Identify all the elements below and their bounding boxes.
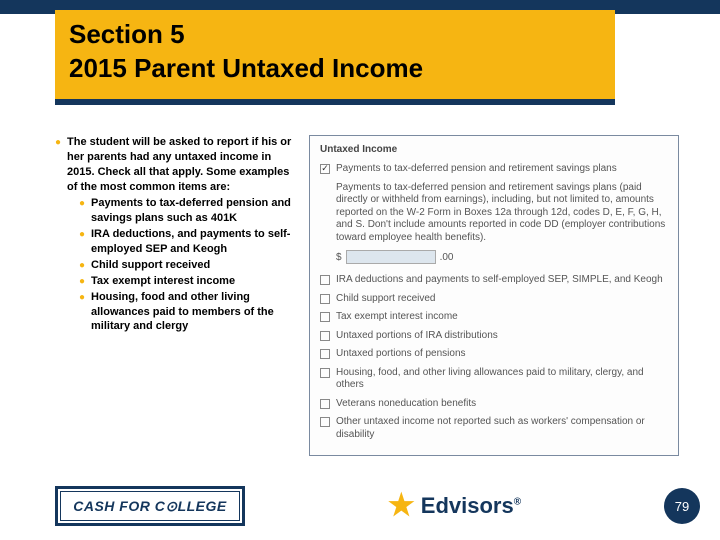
- check-label: Payments to tax-deferred pension and ret…: [336, 182, 668, 245]
- intro-text: The student will be asked to report if h…: [67, 135, 295, 194]
- form-check-row: Payments to tax-deferred pension and ret…: [320, 182, 668, 245]
- intro-bullet: ● The student will be asked to report if…: [55, 135, 295, 194]
- sub-bullet-list: ● Payments to tax-deferred pension and s…: [79, 196, 295, 334]
- form-check-row: Veterans noneducation benefits: [320, 398, 668, 411]
- amount-row: $ .00: [336, 250, 668, 264]
- form-check-row: ✓ Payments to tax-deferred pension and r…: [320, 163, 668, 176]
- form-check-row: Housing, food, and other living allowanc…: [320, 367, 668, 392]
- star-icon: ★: [388, 491, 415, 521]
- list-item: ● Child support received: [79, 258, 295, 273]
- checkbox-icon[interactable]: [320, 368, 330, 378]
- form-check-row: Child support received: [320, 293, 668, 306]
- bullet-icon: ●: [79, 290, 91, 335]
- form-check-row: Tax exempt interest income: [320, 311, 668, 324]
- left-column: ● The student will be asked to report if…: [55, 135, 295, 456]
- title-line-1: Section 5: [69, 18, 601, 52]
- form-title: Untaxed Income: [320, 144, 668, 155]
- list-item: ● Payments to tax-deferred pension and s…: [79, 196, 295, 226]
- checkbox-icon[interactable]: [320, 331, 330, 341]
- check-label: Untaxed portions of pensions: [336, 348, 466, 361]
- form-screenshot: Untaxed Income ✓ Payments to tax-deferre…: [309, 135, 679, 456]
- checkbox-icon[interactable]: [320, 399, 330, 409]
- dollar-sign: $: [336, 252, 342, 263]
- edvisors-logo: ★ Edvisors®: [388, 491, 521, 521]
- cash-badge-text: CASH FOR C⊙LLEGE: [73, 498, 227, 515]
- form-check-row: IRA deductions and payments to self-empl…: [320, 274, 668, 287]
- check-label: IRA deductions and payments to self-empl…: [336, 274, 663, 287]
- check-label: Housing, food, and other living allowanc…: [336, 367, 668, 392]
- check-label: Tax exempt interest income: [336, 311, 458, 324]
- edvisors-text: Edvisors: [421, 493, 514, 518]
- cash-for-college-logo: CASH FOR C⊙LLEGE: [55, 486, 245, 526]
- checkbox-icon[interactable]: [320, 275, 330, 285]
- bullet-icon: ●: [79, 274, 91, 289]
- check-label: Other untaxed income not reported such a…: [336, 416, 668, 441]
- list-item: ● Housing, food and other living allowan…: [79, 290, 295, 335]
- content-area: ● The student will be asked to report if…: [0, 115, 720, 456]
- checkbox-icon[interactable]: [320, 417, 330, 427]
- bullet-icon: ●: [79, 227, 91, 257]
- form-check-row: Other untaxed income not reported such a…: [320, 416, 668, 441]
- form-check-row: Untaxed portions of IRA distributions: [320, 330, 668, 343]
- page-number: 79: [675, 499, 689, 514]
- page-number-badge: 79: [664, 488, 700, 524]
- title-box: Section 5 2015 Parent Untaxed Income: [55, 10, 615, 105]
- checkbox-icon[interactable]: ✓: [320, 164, 330, 174]
- form-check-row: Untaxed portions of pensions: [320, 348, 668, 361]
- list-item-text: Housing, food and other living allowance…: [91, 290, 295, 335]
- bullet-icon: ●: [79, 196, 91, 226]
- list-item-text: Child support received: [91, 258, 295, 273]
- check-label: Veterans noneducation benefits: [336, 398, 476, 411]
- list-item: ● IRA deductions, and payments to self-e…: [79, 227, 295, 257]
- check-label: Untaxed portions of IRA distributions: [336, 330, 498, 343]
- check-label: Payments to tax-deferred pension and ret…: [336, 163, 617, 176]
- checkbox-icon[interactable]: [320, 349, 330, 359]
- list-item-text: IRA deductions, and payments to self-emp…: [91, 227, 295, 257]
- amount-suffix: .00: [440, 252, 454, 263]
- slide-header: Section 5 2015 Parent Untaxed Income: [0, 0, 720, 115]
- amount-input[interactable]: [346, 250, 436, 264]
- checkbox-icon[interactable]: [320, 294, 330, 304]
- list-item-text: Tax exempt interest income: [91, 274, 295, 289]
- footer: CASH FOR C⊙LLEGE ★ Edvisors® 79: [0, 482, 720, 530]
- registered-mark: ®: [514, 497, 521, 508]
- list-item: ● Tax exempt interest income: [79, 274, 295, 289]
- bullet-icon: ●: [55, 135, 67, 194]
- checkbox-icon[interactable]: [320, 312, 330, 322]
- title-line-2: 2015 Parent Untaxed Income: [69, 52, 601, 86]
- bullet-icon: ●: [79, 258, 91, 273]
- check-label: Child support received: [336, 293, 436, 306]
- list-item-text: Payments to tax-deferred pension and sav…: [91, 196, 295, 226]
